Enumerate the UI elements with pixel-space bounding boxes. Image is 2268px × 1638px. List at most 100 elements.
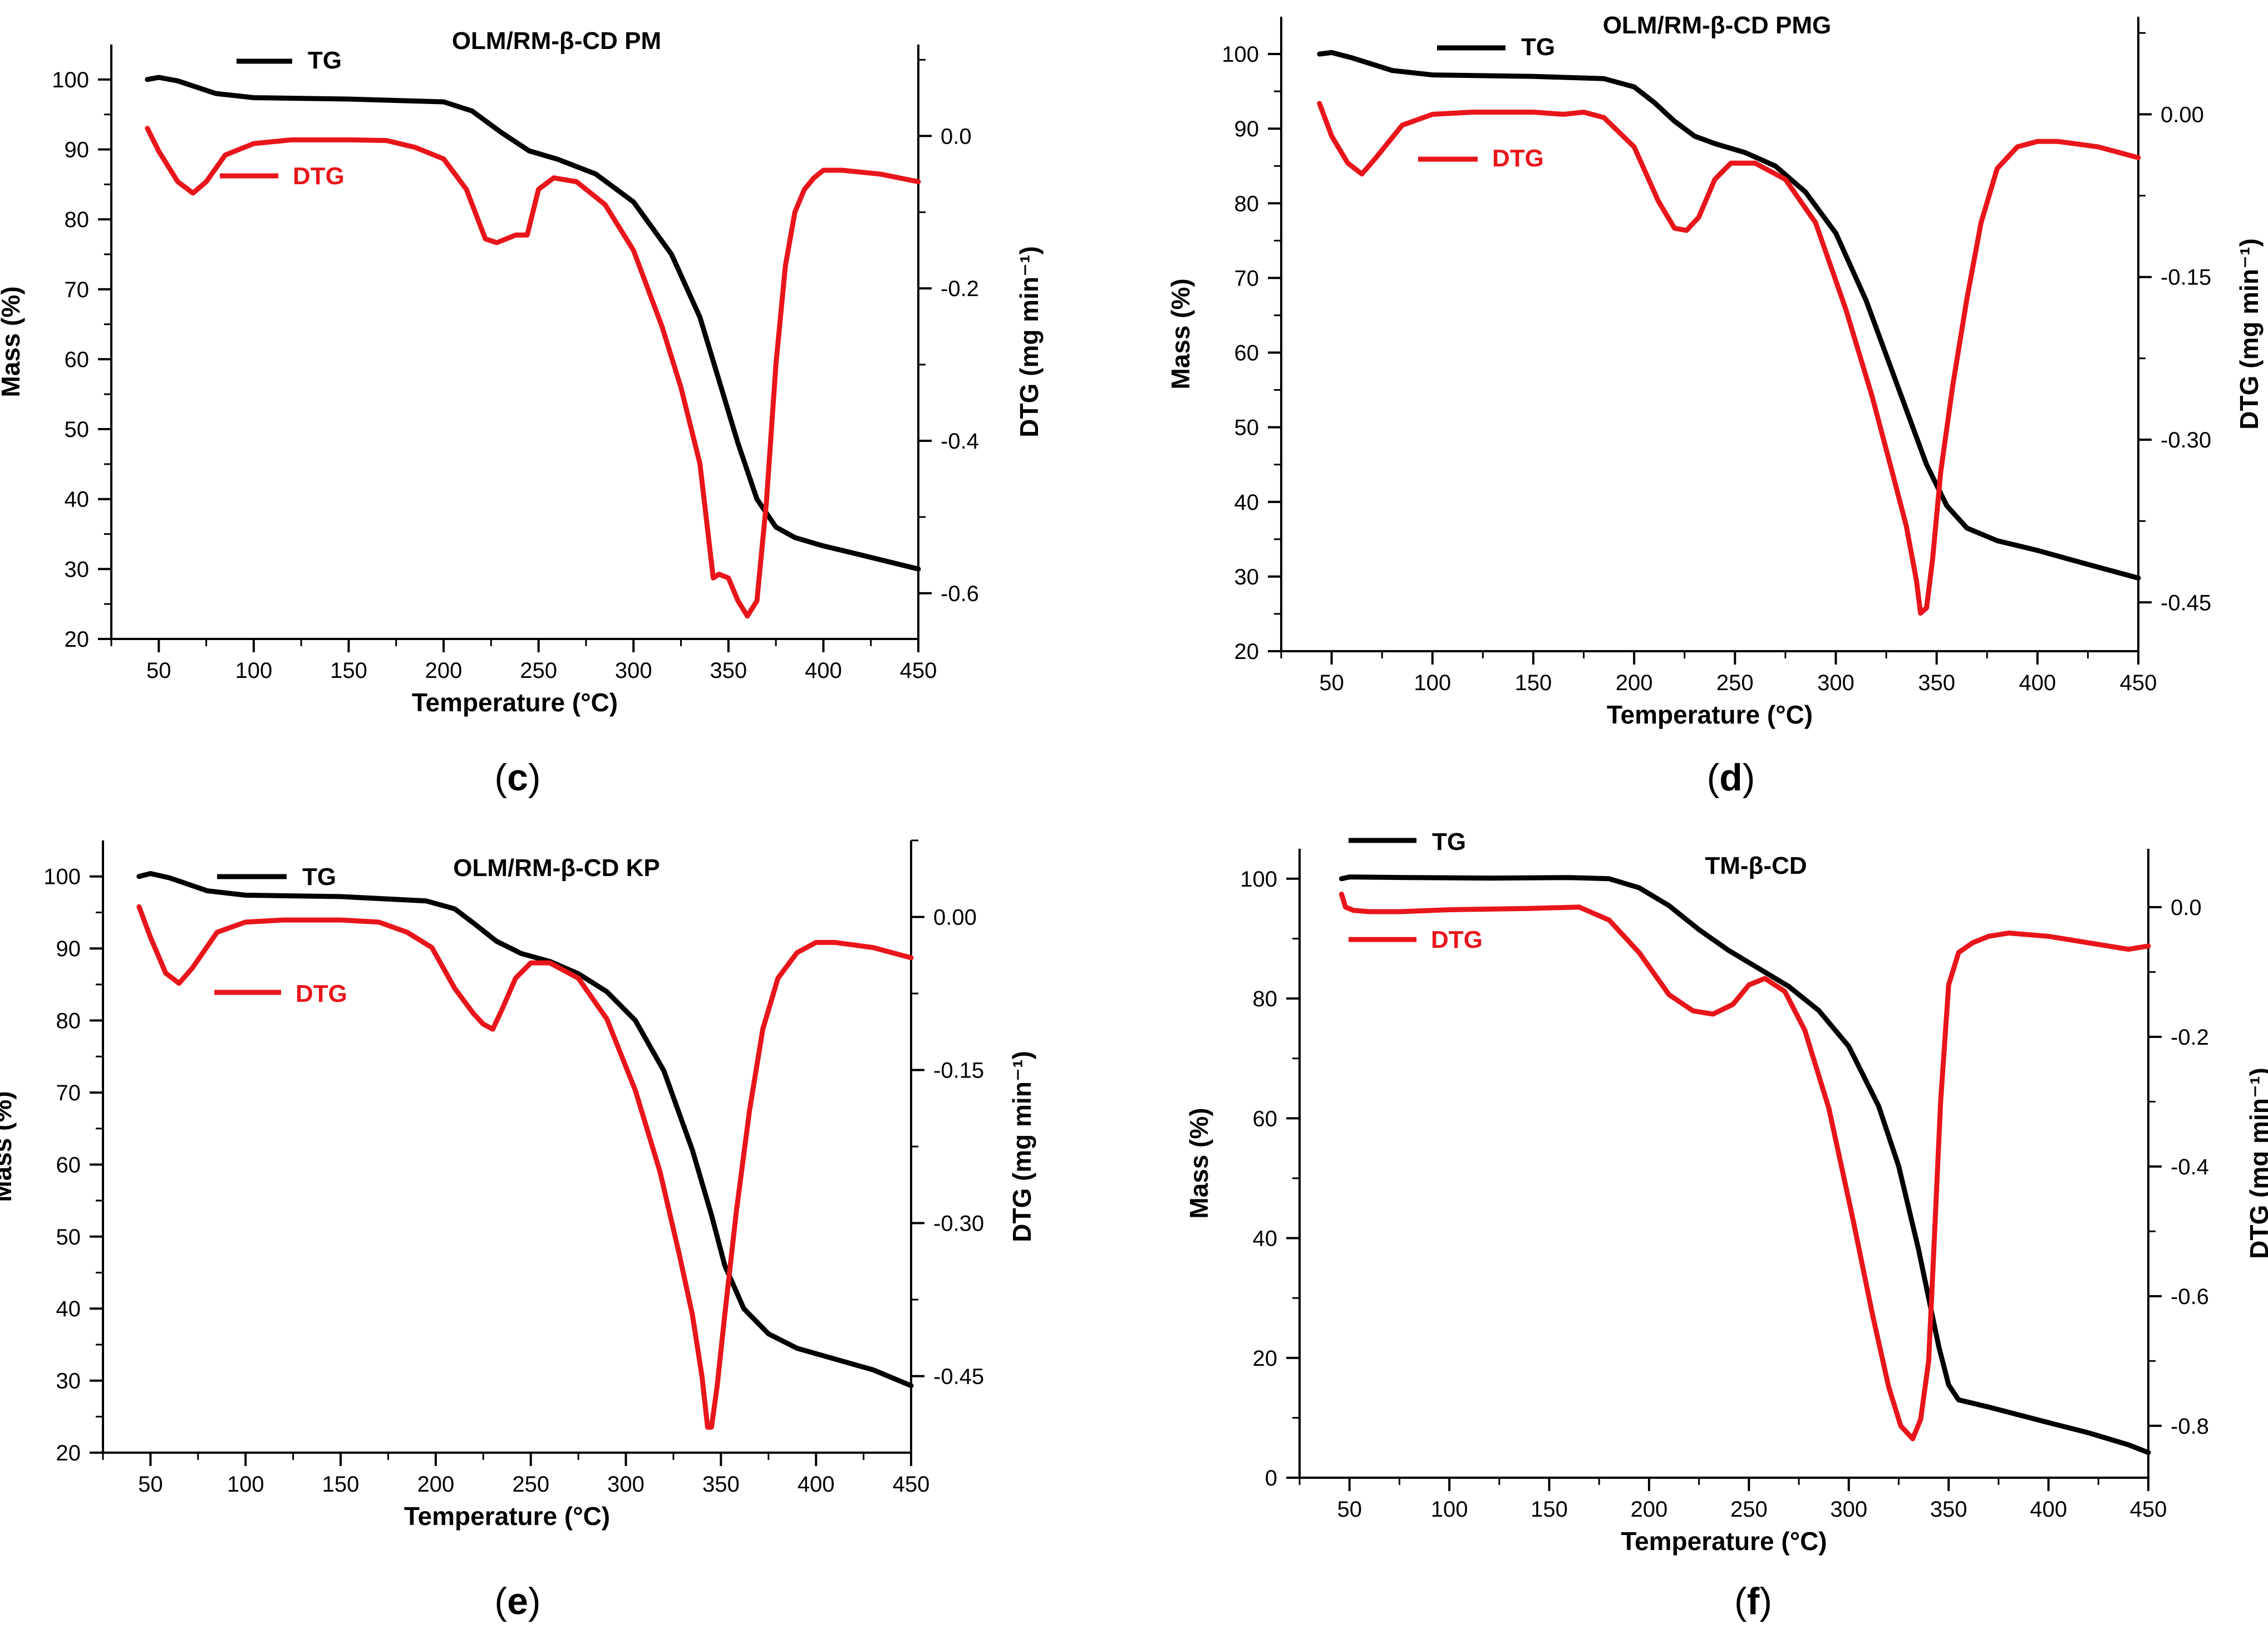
y-axis-title: Mass (%) — [0, 1091, 17, 1202]
series-line-tg — [145, 75, 921, 572]
x-tick-label: 50 — [1319, 671, 1344, 695]
x-tick-label: 250 — [512, 1472, 549, 1497]
y2-tick-label: -0.8 — [2171, 1414, 2209, 1439]
y-tick-label: 90 — [65, 137, 90, 162]
series-line-dtg — [136, 904, 914, 1430]
x-axis-title: Temperature (°C) — [412, 688, 618, 717]
y-axis-title: Mass (%) — [0, 286, 25, 397]
y-tick-label: 60 — [56, 1153, 81, 1177]
x-tick-label: 300 — [1817, 671, 1854, 695]
x-axis-title: Temperature (°C) — [1621, 1527, 1827, 1556]
x-axis-title: Temperature (°C) — [1607, 700, 1813, 729]
y-tick-label: 90 — [56, 937, 81, 961]
y-tick-label: 20 — [1234, 640, 1260, 664]
y-tick-label: 70 — [56, 1081, 81, 1105]
y2-tick-label: -0.6 — [941, 582, 979, 606]
y-tick-label: 60 — [1253, 1106, 1278, 1131]
x-tick-label: 450 — [900, 658, 937, 683]
y-tick-label: 60 — [1234, 341, 1260, 366]
y-axis-title: Mass (%) — [1184, 1108, 1213, 1218]
panel-label: (f) — [1734, 1580, 1772, 1622]
series-line-dtg — [1317, 101, 2141, 616]
y-tick-label: 100 — [52, 68, 89, 92]
y-tick-label: 30 — [56, 1369, 81, 1394]
x-tick-label: 350 — [710, 658, 747, 683]
panel-label: (e) — [494, 1580, 540, 1622]
x-tick-label: 300 — [607, 1472, 645, 1497]
panel-label: (c) — [494, 756, 540, 799]
chart-panel-d: 50 100 150 200 250 300 350 400 450 20 30 40 50 60 70 80… — [1166, 12, 2264, 799]
x-tick-label: 400 — [2030, 1497, 2067, 1522]
y-tick-label: 90 — [1234, 117, 1260, 141]
x-tick-label: 450 — [2130, 1497, 2167, 1522]
y2-axis-title: DTG (mg min⁻¹) — [2235, 238, 2264, 430]
x-tick-label: 100 — [1414, 671, 1451, 695]
y-tick-label: 100 — [1222, 42, 1259, 67]
y2-tick-label: -0.2 — [941, 277, 979, 301]
x-tick-label: 300 — [1830, 1497, 1867, 1522]
y-tick-label: 20 — [56, 1441, 81, 1465]
x-tick-label: 250 — [1730, 1497, 1768, 1522]
legend-label-dtg: DTG — [296, 980, 347, 1007]
x-tick-label: 250 — [1716, 671, 1754, 695]
x-tick-label: 50 — [146, 658, 171, 683]
series-line-dtg — [1339, 892, 2151, 1442]
y-tick-label: 0 — [1265, 1466, 1277, 1491]
x-tick-label: 100 — [235, 658, 273, 683]
x-tick-label: 100 — [1431, 1497, 1468, 1522]
series-line-tg — [1339, 874, 2151, 1455]
y2-tick-label: 0.0 — [941, 124, 972, 149]
y-axis-title: Mass (%) — [1166, 278, 1195, 389]
x-tick-label: 250 — [520, 658, 557, 683]
y-tick-label: 80 — [65, 208, 90, 232]
y-tick-label: 100 — [43, 865, 81, 889]
y-tick-label: 80 — [56, 1009, 81, 1034]
x-tick-label: 400 — [805, 658, 842, 683]
y-tick-label: 50 — [1234, 416, 1260, 440]
y2-axis-title: DTG (mg min⁻¹) — [1007, 1051, 1036, 1242]
y-tick-label: 70 — [1234, 266, 1260, 291]
legend-label-tg: TG — [308, 47, 342, 74]
chart-title: OLM/RM-β-CD PMG — [1603, 12, 1832, 39]
y-tick-label: 40 — [65, 488, 90, 512]
y2-tick-label: -0.30 — [933, 1212, 984, 1236]
x-axis-title: Temperature (°C) — [404, 1502, 610, 1531]
chart-title: TM-β-CD — [1705, 852, 1807, 879]
x-tick-label: 150 — [322, 1472, 360, 1497]
y2-tick-label: -0.15 — [933, 1059, 984, 1083]
y2-tick-label: -0.4 — [2171, 1155, 2209, 1179]
y-tick-label: 30 — [65, 557, 90, 582]
legend-label-tg: TG — [1521, 33, 1555, 61]
x-tick-label: 200 — [1631, 1497, 1668, 1522]
y-tick-label: 80 — [1253, 987, 1278, 1011]
series-line-dtg — [145, 126, 921, 619]
y2-tick-label: -0.2 — [2171, 1025, 2209, 1050]
y-tick-label: 30 — [1234, 565, 1260, 589]
y-tick-label: 50 — [56, 1225, 81, 1250]
x-tick-label: 450 — [893, 1472, 930, 1497]
x-tick-label: 300 — [615, 658, 652, 683]
x-tick-label: 350 — [1918, 671, 1955, 695]
y2-tick-label: 0.0 — [2171, 896, 2202, 920]
y-tick-label: 40 — [56, 1297, 81, 1321]
x-tick-label: 200 — [425, 658, 463, 683]
x-tick-label: 450 — [2120, 671, 2157, 695]
x-tick-label: 350 — [702, 1472, 740, 1497]
x-tick-label: 50 — [1337, 1497, 1362, 1522]
x-tick-label: 150 — [330, 658, 367, 683]
x-tick-label: 400 — [798, 1472, 835, 1497]
y2-tick-label: 0.00 — [2161, 102, 2204, 127]
legend-label-dtg: DTG — [293, 163, 345, 190]
panel-label: (d) — [1707, 756, 1755, 799]
chart-panel-c: 50 100 150 200 250 300 350 400 450 20 30 40 50 60 70 80… — [0, 27, 1044, 799]
x-tick-label: 200 — [417, 1472, 455, 1497]
y2-tick-label: -0.30 — [2161, 428, 2211, 452]
y-tick-label: 50 — [65, 417, 90, 442]
y-tick-label: 40 — [1234, 490, 1260, 515]
x-tick-label: 350 — [1930, 1497, 1967, 1522]
y2-axis-title: DTG (mg min⁻¹) — [1015, 246, 1044, 437]
x-tick-label: 200 — [1616, 671, 1653, 695]
y-tick-label: 100 — [1240, 867, 1277, 892]
y-tick-label: 20 — [1253, 1346, 1278, 1371]
